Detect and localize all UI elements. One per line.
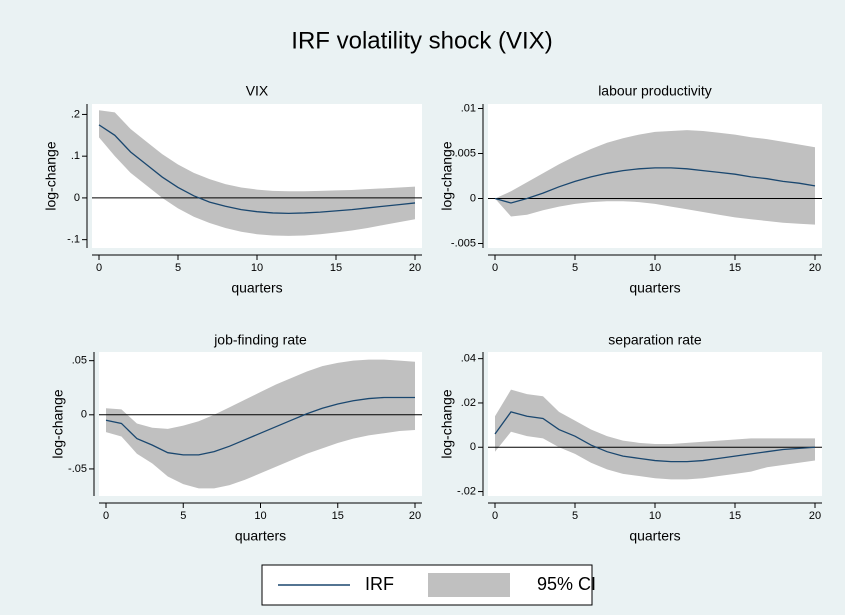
y-tick-label: 0	[470, 192, 476, 204]
panel-title: separation rate	[608, 332, 702, 348]
y-tick-label: .2	[71, 108, 80, 120]
legend-label: IRF	[365, 574, 394, 594]
x-tick-label: 15	[729, 262, 741, 274]
x-tick-label: 20	[809, 262, 821, 274]
x-tick-label: 20	[809, 510, 821, 522]
legend-swatch	[428, 573, 510, 597]
panel-title: labour productivity	[598, 83, 712, 99]
x-tick-label: 0	[492, 262, 498, 274]
x-axis-title: quarters	[231, 280, 282, 296]
y-tick-label: -.02	[457, 485, 476, 497]
panel-title: VIX	[246, 83, 269, 99]
y-tick-label: 0	[470, 441, 476, 453]
x-axis-title: quarters	[235, 528, 286, 544]
irf-line	[494, 411, 816, 463]
x-tick-label: 15	[729, 510, 741, 522]
y-tick-label: .1	[71, 150, 80, 162]
panel-title: job-finding rate	[213, 332, 307, 348]
irf-line	[494, 167, 816, 204]
y-axis-title: log-change	[439, 141, 455, 210]
x-axis-title: quarters	[629, 280, 680, 296]
x-tick-label: 5	[175, 262, 181, 274]
y-tick-label: .02	[461, 397, 476, 409]
confidence-band	[106, 359, 415, 489]
y-tick-label: -.1	[67, 234, 80, 246]
x-tick-label: 5	[572, 510, 578, 522]
x-tick-label: 10	[649, 510, 661, 522]
y-tick-label: .04	[461, 353, 476, 365]
x-tick-label: 10	[649, 262, 661, 274]
x-tick-label: 0	[103, 510, 109, 522]
x-tick-label: 0	[96, 262, 102, 274]
confidence-band	[495, 389, 815, 480]
x-tick-label: 20	[409, 510, 421, 522]
x-tick-label: 15	[332, 510, 344, 522]
y-tick-label: .01	[461, 102, 476, 114]
y-tick-label: 0	[74, 192, 80, 204]
y-axis-title: log-change	[50, 389, 66, 458]
x-tick-label: 20	[409, 262, 421, 274]
confidence-band	[99, 110, 415, 236]
y-axis-title: log-change	[43, 141, 59, 210]
figure-title: IRF volatility shock (VIX)	[291, 27, 552, 54]
y-tick-label: .05	[72, 355, 87, 367]
y-tick-label: 0	[81, 409, 87, 421]
y-tick-label: -.005	[451, 237, 476, 249]
y-tick-label: -.05	[68, 463, 87, 475]
x-tick-label: 5	[572, 262, 578, 274]
x-tick-label: 15	[330, 262, 342, 274]
irf-line	[98, 124, 416, 215]
y-tick-label: .005	[455, 147, 476, 159]
x-tick-label: 5	[180, 510, 186, 522]
confidence-band	[495, 130, 815, 225]
x-tick-label: 10	[254, 510, 266, 522]
irf-line	[105, 396, 415, 456]
legend-label: 95% CI	[537, 574, 596, 594]
y-axis-title: log-change	[439, 389, 455, 458]
x-axis-title: quarters	[629, 528, 680, 544]
x-tick-label: 10	[251, 262, 263, 274]
x-tick-label: 0	[492, 510, 498, 522]
